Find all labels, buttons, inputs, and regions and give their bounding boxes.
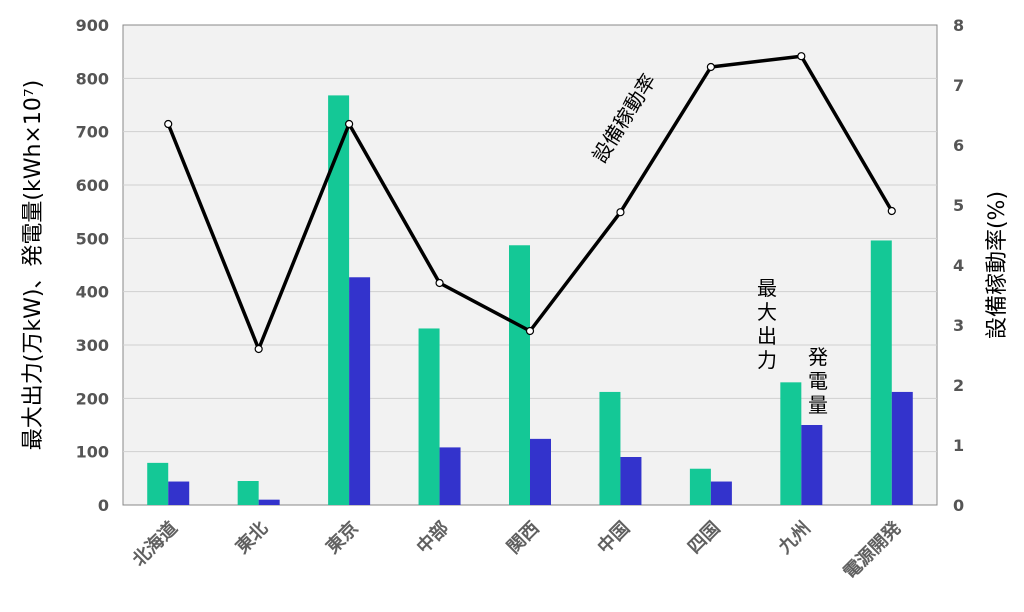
bar-generation [349,277,371,505]
right-tick-label: 3 [953,316,964,335]
utilization-point [435,278,444,288]
right-tick-label: 4 [953,256,964,275]
left-tick-label: 800 [76,69,109,88]
category-label: 東北 [231,517,272,558]
bar-max-output [147,462,169,505]
left-tick-label: 0 [98,496,109,515]
bar-max-output [418,328,440,505]
bar-generation [168,481,190,505]
left-axis-title: 最大出力(万kW)、発電量(kWh×10⁷) [21,80,46,451]
right-tick-label: 6 [953,136,964,155]
right-axis-title: 設備稼動率(%) [985,191,1010,339]
category-label: 東京 [322,517,363,558]
category-label: 四国 [684,518,724,558]
utilization-point [887,206,896,216]
bar-max-output [328,95,350,506]
bar-generation [439,447,461,505]
category-label: 関西 [503,518,543,558]
left-axis-ticks: 0 100 200 300 400 500 600 700 800 900 [76,16,109,515]
left-tick-label: 200 [76,389,109,408]
left-tick-label: 700 [76,123,109,142]
utilization-point [525,326,535,336]
right-tick-label: 5 [953,196,964,215]
utilization-point [164,119,173,129]
bar-max-output [870,240,892,505]
utilization-point [797,52,806,61]
category-label: 九州 [774,518,815,559]
category-label: 中国 [593,517,634,558]
bar-generation [530,438,551,505]
left-tick-label: 900 [76,16,109,35]
utilization-point [706,62,715,72]
left-tick-label: 300 [76,336,109,355]
bar-series [147,95,913,506]
category-labels: 北海道 東北 東京 中部 関西 中国 四国 九州 電源開発 [128,516,906,583]
right-tick-label: 2 [953,376,964,395]
annotation-max-output: 最大出力 [757,276,777,372]
right-tick-label: 0 [953,496,964,515]
left-tick-label: 500 [76,229,109,248]
right-tick-label: 8 [953,16,964,35]
right-tick-label: 1 [953,436,964,455]
left-tick-label: 100 [76,443,109,462]
line-series [164,52,896,354]
annotation-generation: 発電量 [808,345,828,417]
category-label: 電源開発 [839,516,906,583]
utilization-point [616,208,625,217]
utilization-point [345,119,354,129]
left-tick-label: 400 [76,283,109,302]
bar-max-output [237,481,259,505]
category-label: 北海道 [128,517,182,571]
bar-max-output [689,468,711,505]
bar-generation [620,457,642,505]
bar-max-output [509,245,530,505]
left-tick-label: 600 [76,176,109,195]
right-axis-ticks: 0 1 2 3 4 5 6 7 8 [953,16,964,515]
bar-generation [891,391,913,505]
bar-generation [258,499,280,505]
bar-generation [801,425,823,505]
bar-max-output [599,391,621,505]
category-label: 中部 [412,517,453,558]
bar-generation [710,481,732,505]
bar-max-output [780,382,802,505]
right-tick-label: 7 [953,76,964,95]
utilization-point [254,344,263,354]
